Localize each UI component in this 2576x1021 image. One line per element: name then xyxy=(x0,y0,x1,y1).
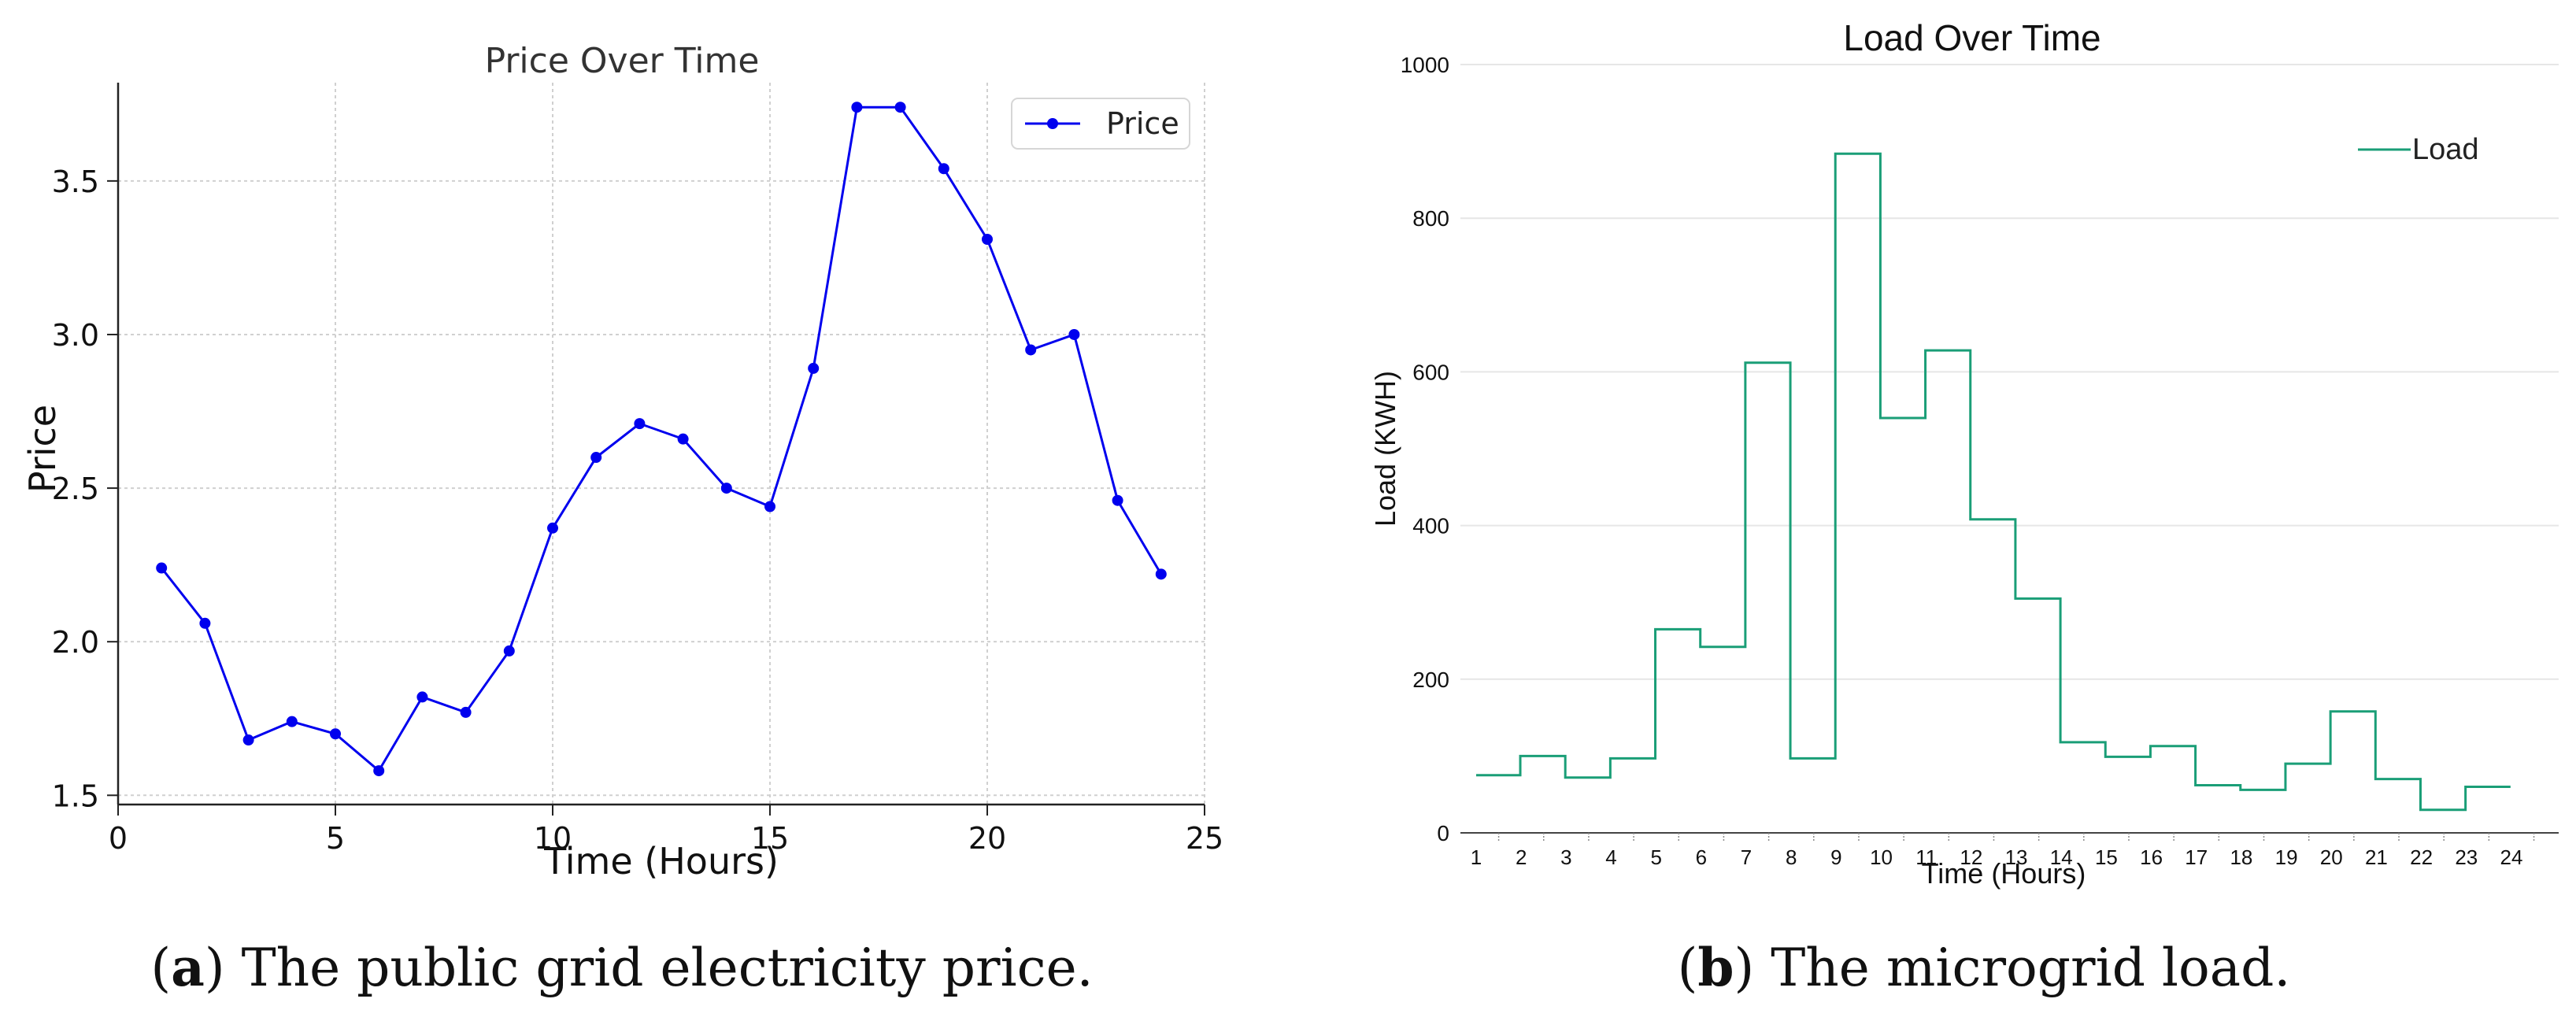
load-x-tick-label: 9 xyxy=(1830,845,1841,869)
price-grid xyxy=(117,83,1205,805)
load-y-tick-label: 800 xyxy=(1412,206,1449,231)
load-y-tick-label: 600 xyxy=(1412,360,1449,384)
load-chart-title: Load Over Time xyxy=(1843,17,2100,58)
price-points xyxy=(156,102,1167,777)
price-point xyxy=(330,728,341,740)
price-point xyxy=(851,102,863,113)
price-series-line xyxy=(161,105,1163,773)
price-point xyxy=(199,617,211,629)
load-x-tick-label: 22 xyxy=(2410,845,2433,869)
load-x-tick-label: 1 xyxy=(1471,845,1482,869)
price-y-tick-label: 1.5 xyxy=(52,779,99,813)
load-x-tick-label: 23 xyxy=(2455,845,2478,869)
load-x-tick-label: 14 xyxy=(2050,845,2073,869)
price-x-tick-label: 15 xyxy=(751,821,789,856)
load-x-tick-label: 20 xyxy=(2320,845,2343,869)
load-x-tick-label: 11 xyxy=(1915,845,1937,869)
price-y-axis-label: Price xyxy=(21,405,64,493)
price-y-tick-label: 3.0 xyxy=(52,318,99,353)
price-point xyxy=(764,501,775,512)
load-y-tick-label: 1000 xyxy=(1401,53,1449,77)
price-x-tick-label: 25 xyxy=(1186,821,1223,856)
price-point xyxy=(1112,494,1123,506)
price-x-tick-label: 5 xyxy=(326,821,345,856)
price-point xyxy=(1068,328,1080,340)
price-y-tick-label: 2.0 xyxy=(52,625,99,660)
price-point xyxy=(1155,568,1167,580)
load-x-tick-label: 17 xyxy=(2185,845,2208,869)
load-x-tick-label: 6 xyxy=(1696,845,1707,869)
price-legend-label: Price xyxy=(1106,106,1179,141)
caption-a-label: a xyxy=(171,937,205,998)
price-point xyxy=(503,645,515,657)
load-x-tick-label: 2 xyxy=(1516,845,1527,869)
price-legend-marker xyxy=(1047,118,1058,129)
price-point xyxy=(1025,344,1037,356)
load-x-tick-label: 13 xyxy=(2005,845,2028,869)
caption-b-text: The microgrid load. xyxy=(1771,938,2290,998)
price-legend: Price xyxy=(1011,98,1190,150)
price-ticks: 0 5 10 15 20 25 1.5 2.0 2.5 3.0 3.5 xyxy=(52,165,1224,856)
price-point xyxy=(982,234,993,246)
price-point xyxy=(156,562,168,574)
price-point xyxy=(808,362,820,374)
load-x-tick-label: 15 xyxy=(2095,845,2118,869)
price-point xyxy=(894,102,906,113)
price-point xyxy=(634,418,646,430)
price-x-axis-label: Time (Hours) xyxy=(543,840,779,882)
load-x-tick-label: 19 xyxy=(2275,845,2298,869)
price-point xyxy=(286,716,298,727)
price-x-tick-label: 10 xyxy=(534,821,572,856)
load-x-tick-label: 21 xyxy=(2365,845,2388,869)
load-x-tick-label: 10 xyxy=(1870,845,1893,869)
load-grid xyxy=(1460,64,2559,680)
price-y-tick-label: 3.5 xyxy=(52,165,99,199)
caption-a: (a) The public grid electricity price. xyxy=(150,937,1093,998)
load-series-step xyxy=(1476,152,2511,812)
load-x-tick-label: 5 xyxy=(1650,845,1661,869)
load-x-tick-label: 16 xyxy=(2140,845,2163,869)
load-y-axis-label: Load (KWH) xyxy=(1369,371,1401,527)
load-y-tick-label: 400 xyxy=(1412,514,1449,538)
price-point xyxy=(938,163,949,175)
price-point xyxy=(373,765,385,777)
caption-b: (b) The microgrid load. xyxy=(1678,937,2291,998)
load-x-tick-label: 3 xyxy=(1560,845,1571,869)
load-y-tick-label: 200 xyxy=(1412,668,1449,692)
price-point xyxy=(590,452,602,464)
load-x-tick-label: 24 xyxy=(2500,845,2522,869)
price-x-tick-label: 0 xyxy=(109,821,128,856)
load-x-tick-label: 4 xyxy=(1605,845,1616,869)
price-point xyxy=(720,483,732,494)
load-x-axis-label: Time (Hours) xyxy=(1922,857,2086,890)
price-x-tick-label: 20 xyxy=(968,821,1006,856)
caption-b-label: b xyxy=(1697,937,1734,998)
load-x-tick-label: 7 xyxy=(1741,845,1752,869)
price-point xyxy=(677,433,689,445)
price-chart-title: Price Over Time xyxy=(485,41,760,81)
price-y-tick-label: 2.5 xyxy=(52,472,99,506)
price-point xyxy=(416,691,428,703)
price-chart: Price Over Time 0 5 10 15 20 25 1.5 2.0 2.5 3.0 3.… xyxy=(21,41,1223,882)
price-point xyxy=(547,522,558,534)
load-x-tick-label: 12 xyxy=(1960,845,1982,869)
load-x-tick-label: 18 xyxy=(2230,845,2252,869)
price-axes xyxy=(117,83,1205,806)
load-legend: Load xyxy=(2358,133,2479,166)
price-legend-box xyxy=(1011,98,1190,150)
load-x-tick-label: 8 xyxy=(1786,845,1797,869)
load-y-tick-label: 0 xyxy=(1437,821,1449,845)
price-point xyxy=(242,734,254,746)
caption-a-text: The public grid electricity price. xyxy=(242,938,1094,998)
price-point xyxy=(460,706,472,718)
load-legend-label: Load xyxy=(2412,133,2479,166)
